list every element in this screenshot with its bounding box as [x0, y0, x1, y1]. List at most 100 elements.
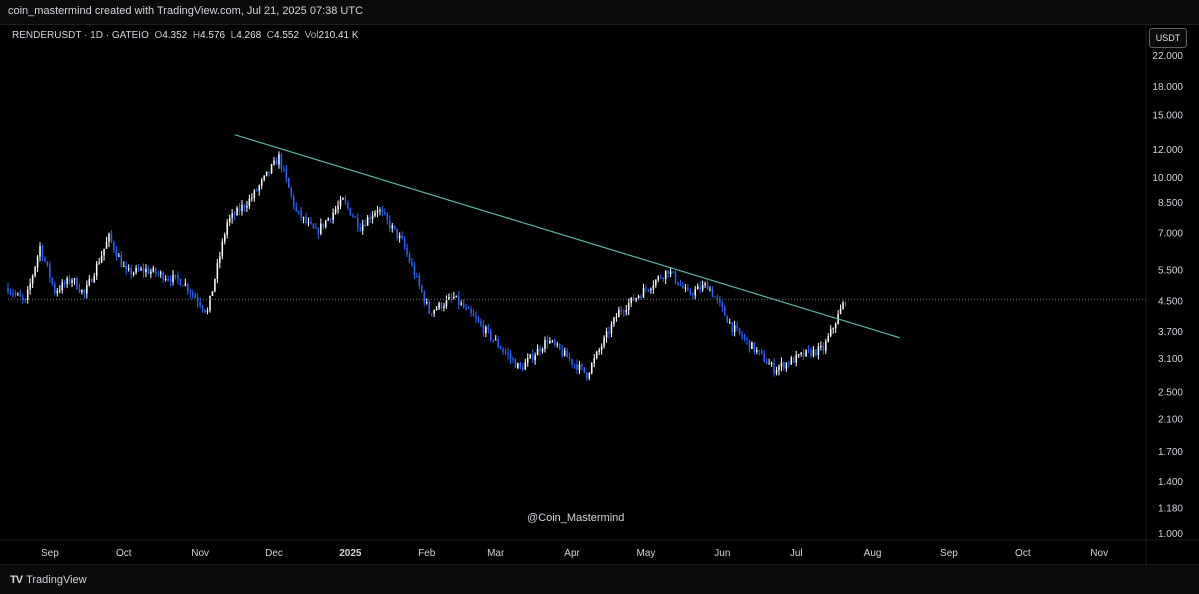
candle-body: [418, 275, 421, 286]
candle-body: [12, 292, 14, 294]
candle-body: [320, 223, 322, 234]
candle-body: [728, 322, 731, 324]
candle-body: [41, 246, 44, 259]
price-tick-label: 18.000: [1152, 82, 1183, 93]
candle-body: [465, 307, 467, 309]
candle-body: [280, 154, 283, 169]
candle-body: [701, 285, 704, 290]
candle-body: [583, 367, 586, 373]
candle-body: [268, 171, 270, 173]
overlay-layer: [8, 134, 1146, 339]
candle-body: [364, 224, 366, 226]
candle-body: [645, 288, 647, 290]
candle-body: [430, 313, 433, 315]
candle-body: [115, 250, 118, 257]
candle-body: [273, 160, 275, 165]
candle-body: [19, 293, 22, 297]
candle-body: [440, 303, 443, 309]
candle-body: [135, 267, 137, 273]
candle-body: [381, 210, 384, 213]
candle-body: [376, 210, 379, 213]
candle-body: [825, 341, 827, 351]
currency-button[interactable]: USDT: [1149, 28, 1187, 48]
candle-body: [371, 215, 374, 220]
candle-body: [746, 338, 748, 340]
candle-body: [86, 285, 88, 294]
time-axis[interactable]: Sep Oct Nov Dec 2025 Feb Mar Apr May Jun Jul Aug Sep…: [0, 539, 1199, 559]
candle-body: [453, 296, 455, 298]
candle-body: [558, 344, 561, 350]
candle-body: [566, 350, 568, 358]
low-value: 4.268: [236, 30, 262, 41]
high-label: H: [192, 30, 201, 41]
candle-body: [815, 349, 817, 355]
price-chart[interactable]: 22.000 18.000 15.000 12.000 10.000 8.500 7.000…: [0, 24, 1199, 564]
candle-body: [669, 271, 672, 274]
candle-body: [73, 278, 76, 281]
open-label: O: [154, 30, 163, 41]
candle-body: [610, 324, 613, 334]
candle-body: [657, 276, 660, 280]
candle-body: [435, 308, 438, 311]
candle-body: [492, 339, 495, 341]
candle-body: [531, 354, 534, 361]
candle-body: [689, 290, 692, 295]
candle-body: [810, 349, 812, 357]
candle-body: [233, 213, 236, 216]
candle-body: [292, 195, 295, 207]
candle-body: [150, 271, 152, 274]
price-tick-label: 8.500: [1158, 198, 1183, 209]
candle-body: [696, 286, 699, 290]
candle-body: [568, 357, 571, 359]
candle-body: [502, 349, 504, 352]
candle-body: [93, 276, 95, 282]
candle-body: [221, 241, 224, 257]
candle-body: [310, 221, 312, 224]
open-value: 4.352: [162, 30, 188, 41]
candle-body: [546, 340, 549, 344]
candle-body: [305, 217, 307, 223]
candle-body: [529, 354, 531, 359]
candle-body: [462, 303, 465, 308]
candle-body: [357, 217, 359, 228]
candle-body: [684, 287, 687, 289]
chart-area[interactable]: 22.000 18.000 15.000 12.000 10.000 8.500 7.000…: [0, 24, 1199, 564]
time-tick-label: Sep: [41, 548, 59, 559]
candle-body: [283, 168, 285, 170]
candle-body: [731, 322, 733, 332]
candle-body: [366, 217, 369, 226]
candle-body: [49, 265, 51, 278]
candle-body: [677, 282, 679, 286]
candle-body: [159, 272, 162, 274]
candle-body: [591, 363, 593, 374]
candle-body: [704, 283, 706, 286]
candle-body: [243, 205, 246, 208]
candle-body: [223, 234, 226, 242]
candle-body: [507, 352, 509, 355]
time-tick-label: Oct: [1015, 548, 1031, 559]
chart-header-text: coin_mastermind created with TradingView…: [8, 5, 364, 17]
candle-body: [512, 358, 514, 360]
tradingview-logo[interactable]: TV TradingView: [10, 574, 87, 586]
candle-body: [51, 277, 54, 284]
candle-body: [600, 346, 603, 350]
price-tick-label: 1.000: [1158, 529, 1183, 540]
candle-body: [805, 349, 807, 357]
candle-body: [586, 372, 588, 379]
candle-body: [829, 328, 832, 337]
candle-body: [26, 289, 29, 300]
candle-body: [763, 353, 765, 362]
candle-body: [108, 233, 110, 242]
candle-body: [391, 225, 394, 229]
candle-body: [482, 324, 485, 334]
candle-body: [551, 340, 554, 342]
candle-body: [839, 308, 842, 315]
candle-body: [396, 228, 398, 238]
candle-body: [105, 241, 108, 249]
candle-body: [797, 354, 800, 356]
candle-body: [137, 267, 140, 270]
price-axis[interactable]: 22.000 18.000 15.000 12.000 10.000 8.500 7.000…: [1145, 24, 1183, 564]
candle-body: [494, 339, 497, 341]
price-tick-label: 22.000: [1152, 51, 1183, 62]
candle-body: [130, 268, 132, 275]
